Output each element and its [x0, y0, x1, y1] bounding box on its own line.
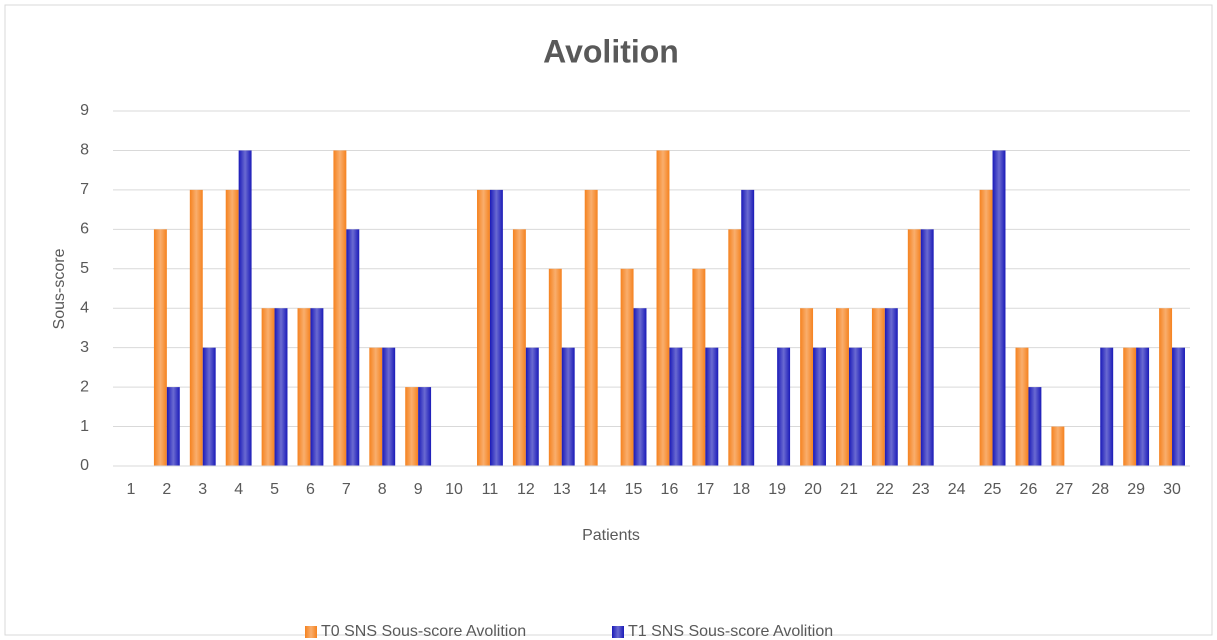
bar — [656, 150, 670, 466]
y-tick-label: 4 — [80, 299, 89, 316]
bar — [1051, 426, 1065, 466]
bar — [202, 347, 216, 466]
x-tick-label: 8 — [378, 481, 387, 498]
bar — [548, 268, 562, 466]
bar — [297, 308, 311, 466]
x-tick-label: 20 — [804, 481, 822, 498]
y-tick-label: 2 — [80, 378, 89, 395]
bar — [561, 347, 575, 466]
bar — [884, 308, 898, 466]
x-tick-label: 5 — [270, 481, 279, 498]
x-tick-label: 22 — [876, 481, 894, 498]
x-tick-label: 13 — [553, 481, 571, 498]
bar — [369, 347, 383, 466]
y-tick-label: 1 — [80, 418, 89, 435]
x-tick-label: 14 — [589, 481, 607, 498]
y-tick-label: 7 — [80, 181, 89, 198]
x-tick-label: 10 — [445, 481, 463, 498]
bar — [728, 229, 742, 466]
bar — [777, 347, 791, 466]
y-tick-label: 5 — [80, 260, 89, 277]
bar — [741, 189, 755, 466]
bar — [907, 229, 921, 466]
x-tick-label: 3 — [198, 481, 207, 498]
x-tick-label: 9 — [414, 481, 423, 498]
x-tick-label: 1 — [126, 481, 135, 498]
bar — [1159, 308, 1173, 466]
x-tick-label: 18 — [732, 481, 750, 498]
chart-title: Avolition — [543, 33, 679, 69]
x-tick-label: 12 — [517, 481, 535, 498]
bar — [333, 150, 347, 466]
x-tick-label: 7 — [342, 481, 351, 498]
bar — [489, 189, 503, 466]
y-tick-label: 8 — [80, 142, 89, 159]
x-tick-label: 23 — [912, 481, 930, 498]
y-tick-label: 6 — [80, 221, 89, 238]
x-tick-label: 25 — [984, 481, 1002, 498]
bar — [382, 347, 396, 466]
x-tick-label: 28 — [1091, 481, 1109, 498]
bar — [1100, 347, 1114, 466]
y-tick-label: 9 — [80, 102, 89, 119]
bar — [225, 189, 239, 466]
bar — [692, 268, 706, 466]
y-tick-label: 3 — [80, 339, 89, 356]
y-axis-label: Sous-score — [51, 248, 68, 329]
x-tick-label: 19 — [768, 481, 786, 498]
bar — [584, 189, 598, 466]
x-tick-label: 29 — [1127, 481, 1145, 498]
bar — [1028, 387, 1042, 466]
bar — [238, 150, 252, 466]
y-tick-label: 0 — [80, 457, 89, 474]
legend-label: T1 SNS Sous-score Avolition — [628, 623, 833, 640]
bar — [705, 347, 719, 466]
bar — [979, 189, 993, 466]
bar — [166, 387, 180, 466]
bar — [920, 229, 934, 466]
bar — [310, 308, 324, 466]
x-tick-label: 11 — [482, 481, 499, 498]
bar — [848, 347, 862, 466]
x-tick-label: 16 — [661, 481, 679, 498]
x-tick-label: 6 — [306, 481, 315, 498]
x-tick-label: 26 — [1020, 481, 1038, 498]
x-tick-label: 21 — [840, 481, 858, 498]
bar — [669, 347, 683, 466]
x-tick-label: 4 — [234, 481, 243, 498]
bar — [620, 268, 634, 466]
bar — [189, 189, 203, 466]
bar — [261, 308, 275, 466]
bar — [512, 229, 526, 466]
x-tick-label: 2 — [162, 481, 171, 498]
x-tick-label: 30 — [1163, 481, 1181, 498]
bar — [1123, 347, 1137, 466]
bar — [836, 308, 849, 466]
legend-swatch — [612, 626, 624, 638]
bar — [346, 229, 360, 466]
x-tick-label: 24 — [948, 481, 966, 498]
x-tick-label: 17 — [696, 481, 714, 498]
x-axis-label: Patients — [582, 527, 640, 544]
bar — [153, 229, 167, 466]
x-tick-label: 15 — [625, 481, 643, 498]
bar — [525, 347, 539, 466]
bar — [1015, 347, 1029, 466]
bar — [813, 347, 826, 466]
bar — [477, 189, 490, 466]
chart-frame — [4, 4, 1213, 636]
legend-swatch — [305, 626, 317, 638]
bar — [992, 150, 1006, 466]
legend-label: T0 SNS Sous-score Avolition — [321, 623, 526, 640]
bar — [1172, 347, 1185, 466]
bar — [405, 387, 419, 466]
bar — [418, 387, 432, 466]
bar — [274, 308, 288, 466]
bar — [1136, 347, 1150, 466]
bar — [800, 308, 814, 466]
bar — [871, 308, 885, 466]
bar — [633, 308, 647, 466]
x-tick-label: 27 — [1055, 481, 1073, 498]
